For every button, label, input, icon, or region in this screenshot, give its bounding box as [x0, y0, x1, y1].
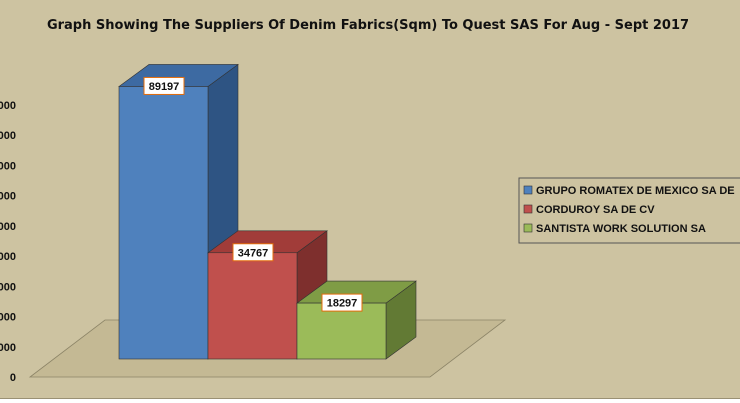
- bar: [296, 280, 417, 360]
- bar-front: [207, 252, 298, 360]
- chart-title: Graph Showing The Suppliers Of Denim Fab…: [47, 18, 689, 33]
- data-labels: 89197 34767 18297: [143, 76, 363, 312]
- legend-label: GRUPO ROMATEX DE MEXICO SA DE: [536, 185, 735, 197]
- bars: [118, 63, 417, 360]
- data-label-box: [321, 293, 363, 312]
- legend: GRUPO ROMATEX DE MEXICO SA DE CORDUROY SA…: [518, 177, 740, 244]
- legend-swatch: [523, 185, 533, 195]
- legend-label: CORDUROY SA DE CV: [536, 204, 655, 216]
- legend-box: [518, 177, 740, 244]
- bar-front: [118, 86, 209, 360]
- bar-front: [296, 302, 387, 360]
- legend-swatch: [523, 204, 533, 214]
- data-label: 89197: [149, 81, 180, 93]
- y-tick-label: 0: [10, 372, 16, 384]
- data-label-box: [232, 243, 274, 262]
- y-axis-ticks: 0000000000000000000000000000000000000: [0, 100, 16, 384]
- data-label-box: [143, 76, 185, 95]
- legend-label: SANTISTA WORK SOLUTION SA: [536, 223, 706, 235]
- legend-swatch: [523, 223, 533, 233]
- data-label: 34767: [238, 247, 269, 259]
- data-label: 18297: [327, 298, 358, 310]
